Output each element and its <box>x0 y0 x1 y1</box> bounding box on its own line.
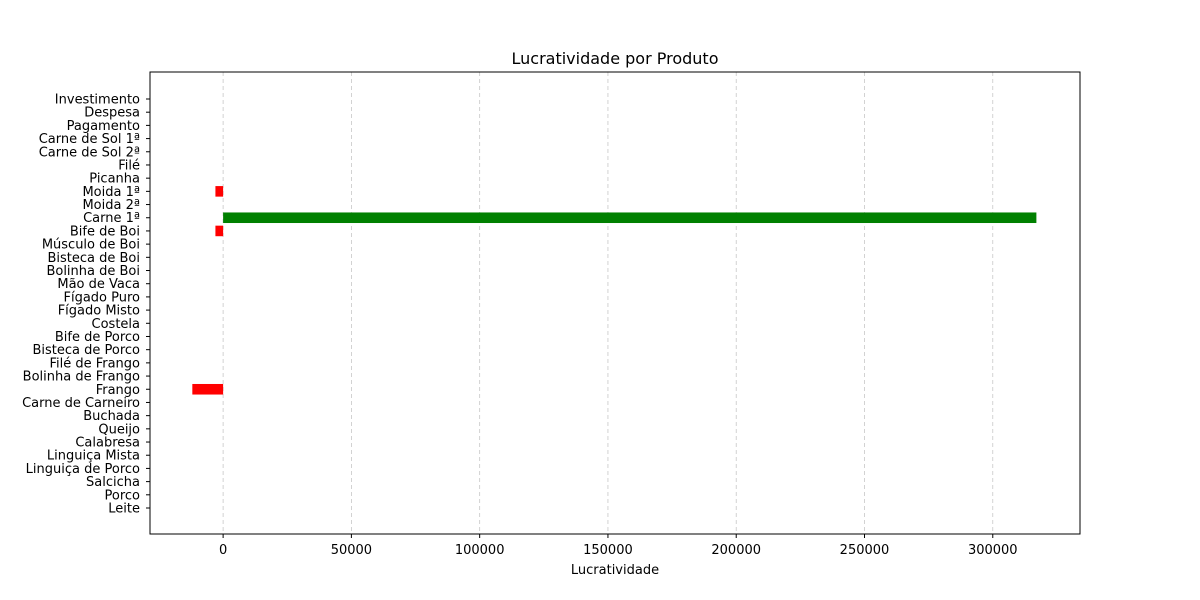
x-tick-label: 100000 <box>455 543 505 558</box>
bar <box>215 186 224 197</box>
y-tick-label: Linguiça de Porco <box>26 462 140 477</box>
bar <box>215 225 224 237</box>
y-tick-label: Picanha <box>89 172 140 187</box>
y-tick-label: Filé <box>118 158 140 173</box>
y-tick-label: Mão de Vaca <box>57 277 140 292</box>
y-tick-label: Buchada <box>83 409 140 424</box>
y-tick-label: Calabresa <box>75 436 140 451</box>
y-tick-label: Costela <box>92 317 140 332</box>
y-tick-label: Bife de Porco <box>55 330 140 345</box>
x-tick-label: 250000 <box>840 543 890 558</box>
x-tick-label: 200000 <box>711 543 761 558</box>
x-tick-label: 50000 <box>331 543 372 558</box>
y-tick-label: Frango <box>96 383 140 398</box>
y-tick-label: Salcicha <box>86 475 140 490</box>
y-tick-label: Linguiça Mista <box>47 449 140 464</box>
y-tick-label: Pagamento <box>67 119 140 134</box>
plot-frame <box>149 71 1081 535</box>
y-tick-label: Bisteca de Boi <box>47 251 140 266</box>
x-tick-label: 150000 <box>583 543 633 558</box>
y-tick-label: Carne de Sol 2ª <box>39 145 140 160</box>
chart-title: Lucratividade por Produto <box>512 49 719 68</box>
y-tick-label: Filé de Frango <box>49 356 140 371</box>
y-tick-label: Bife de Boi <box>70 224 140 239</box>
bar <box>223 212 1037 224</box>
grid-lines <box>222 72 994 534</box>
y-tick-label: Bolinha de Boi <box>46 264 140 279</box>
y-tick-label: Músculo de Boi <box>42 238 140 253</box>
y-tick-label: Carne de Carneiro <box>22 396 140 411</box>
y-tick-label: Moida 2ª <box>82 198 140 213</box>
y-tick-label: Queijo <box>98 422 140 437</box>
y-tick-label: Fígado Misto <box>58 304 140 319</box>
bars <box>192 186 1037 395</box>
x-axis-label: Lucratividade <box>571 563 659 578</box>
x-tick-label: 0 <box>219 543 227 558</box>
y-tick-label: Porco <box>105 488 141 503</box>
y-tick-label: Despesa <box>84 106 140 121</box>
y-tick-label: Fígado Puro <box>63 290 140 305</box>
bar <box>192 383 224 395</box>
y-tick-label: Carne 1ª <box>83 211 140 226</box>
y-tick-label: Bisteca de Porco <box>32 343 140 358</box>
y-tick-label: Bolinha de Frango <box>23 370 140 385</box>
y-tick-label: Leite <box>108 502 140 517</box>
x-tick-label: 300000 <box>968 543 1018 558</box>
y-tick-label: Carne de Sol 1ª <box>39 132 140 147</box>
x-axis: 0 50000 100000 150000 200000 250000 300000 <box>219 534 1018 558</box>
y-tick-label: Moida 1ª <box>82 185 140 200</box>
y-tick-label: Investimento <box>55 93 140 108</box>
